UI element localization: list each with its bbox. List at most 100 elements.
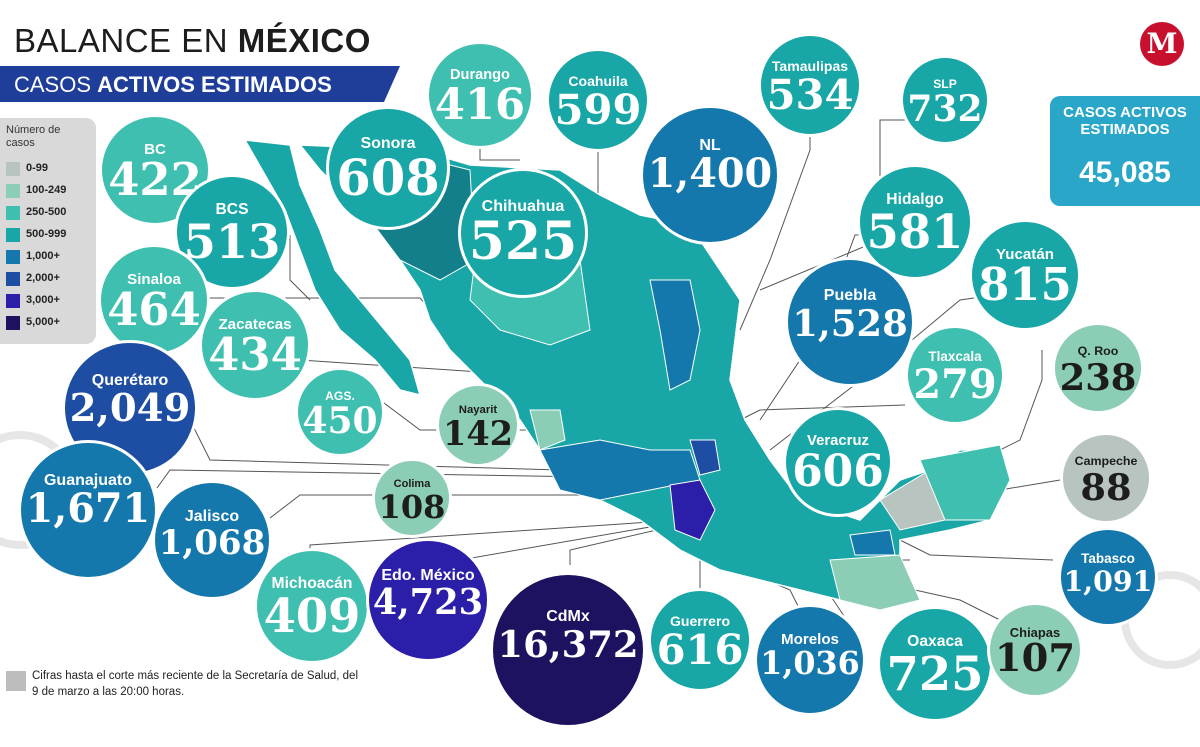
state-bubble: Chiapas 107 — [987, 602, 1083, 698]
region-tabasco — [849, 529, 896, 556]
state-bubble: Morelos 1,036 — [754, 604, 866, 716]
title-plain: BALANCE EN — [14, 22, 229, 59]
state-value: 16,372 — [497, 621, 639, 666]
footnote: Cifras hasta el corte más reciente de la… — [32, 670, 359, 698]
state-name: Michoacán — [271, 575, 353, 593]
state-value: 4,723 — [372, 582, 484, 624]
state-bubble: Veracruz 606 — [783, 407, 893, 517]
state-value: 279 — [913, 360, 997, 408]
title-bold: MÉXICO — [237, 22, 371, 59]
state-bubble: Tlaxcala 279 — [905, 325, 1005, 425]
region-nl — [649, 279, 701, 391]
logo-letter: M — [1146, 27, 1178, 60]
legend-swatch — [6, 272, 20, 286]
state-value: 1,400 — [647, 151, 773, 198]
legend: Número de casos 0-99 100-249 250-500 500-99… — [0, 118, 96, 344]
region-edomex — [669, 479, 716, 541]
state-name: Sonora — [360, 135, 416, 153]
legend-swatch — [6, 294, 20, 308]
state-name: Jalisco — [184, 508, 240, 526]
state-value: 2,049 — [69, 385, 191, 431]
state-bubble: Chihuahua 525 — [458, 168, 588, 298]
state-bubble: Colima 108 — [372, 458, 452, 538]
state-name: NL — [699, 137, 721, 155]
state-bubble: Nayarit 142 — [436, 383, 520, 467]
state-bubble: Hidalgo 581 — [857, 164, 973, 280]
state-name: Tamaulipas — [771, 57, 849, 74]
legend-swatch — [6, 316, 20, 330]
state-bubble: Puebla 1,528 — [785, 257, 915, 387]
state-value: 599 — [554, 84, 642, 134]
page-title: BALANCE EN MÉXICO — [14, 22, 371, 60]
state-value: 108 — [378, 487, 446, 526]
subtitle-plain: CASOS — [14, 72, 92, 97]
legend-swatch — [6, 228, 20, 242]
state-bubble: Zacatecas 434 — [199, 289, 311, 401]
state-name: Veracruz — [807, 433, 869, 450]
state-bubble: Oaxaca 725 — [877, 606, 993, 722]
state-bubble: Durango 416 — [426, 41, 534, 149]
state-value: 732 — [907, 88, 983, 131]
state-value: 464 — [107, 282, 201, 336]
state-name: Durango — [450, 66, 510, 83]
total-value: 45,085 — [1079, 156, 1171, 189]
subtitle: CASOS ACTIVOS ESTIMADOS — [14, 72, 332, 98]
legend-label: 5,000+ — [26, 316, 60, 328]
state-value: 416 — [434, 79, 526, 131]
state-value: 107 — [994, 636, 1076, 682]
state-value: 450 — [302, 400, 378, 443]
state-value: 1,528 — [792, 301, 908, 346]
state-value: 409 — [263, 588, 361, 644]
state-bubble: BC 422 — [99, 114, 211, 226]
state-name: Sinaloa — [127, 270, 181, 288]
state-bubble: AGS. 450 — [295, 367, 385, 457]
state-value: 608 — [336, 148, 440, 208]
state-bubble: Michoacán 409 — [254, 548, 370, 664]
state-name: Campeche — [1074, 454, 1138, 469]
state-bubble: Yucatán 815 — [969, 219, 1081, 331]
state-name: Tlaxcala — [928, 349, 982, 364]
state-value: 1,671 — [25, 486, 151, 533]
state-name: Q. Roo — [1077, 344, 1119, 359]
state-bubble: CdMx 16,372 — [490, 572, 646, 728]
legend-swatch — [6, 250, 20, 264]
baja-peninsula — [243, 139, 422, 397]
state-name: Chihuahua — [481, 198, 565, 216]
state-value: 725 — [886, 646, 984, 702]
legend-label: 500-999 — [26, 228, 67, 240]
state-value: 525 — [468, 211, 578, 273]
state-bubble: Edo. México 4,723 — [366, 538, 490, 662]
state-value: 534 — [766, 69, 854, 119]
state-value: 142 — [442, 412, 514, 453]
legend-label: 1,000+ — [26, 250, 60, 262]
subtitle-bar — [0, 66, 400, 102]
state-bubble: Tamaulipas 534 — [758, 33, 862, 137]
state-name: Chiapas — [1009, 625, 1061, 641]
state-value: 1,036 — [760, 644, 860, 682]
region-queretaro — [689, 439, 721, 476]
state-bubble: Jalisco 1,068 — [152, 480, 272, 600]
region-yucatan — [919, 444, 1011, 521]
state-bubble: Sonora 608 — [326, 106, 450, 230]
legend-label: 100-249 — [26, 184, 67, 196]
state-value: 434 — [208, 327, 302, 381]
state-name: Edo. México — [381, 567, 475, 585]
legend-label: 2,000+ — [26, 272, 60, 284]
state-name: Guerrero — [669, 612, 731, 629]
state-value: 581 — [866, 204, 964, 260]
region-chiapas — [829, 554, 921, 611]
state-value: 606 — [792, 445, 884, 497]
region-nayarit — [529, 409, 566, 451]
state-bubble: Campeche 88 — [1060, 432, 1152, 524]
legend-swatch — [6, 206, 20, 220]
state-bubble: NL 1,400 — [640, 105, 780, 245]
state-name: Guanajuato — [43, 472, 132, 490]
state-value: 238 — [1059, 354, 1137, 399]
state-name: Hidalgo — [886, 191, 944, 209]
state-name: Tabasco — [1081, 551, 1135, 566]
state-bubble: SLP 732 — [900, 55, 990, 145]
state-name: CdMx — [546, 607, 590, 625]
state-bubble: Guerrero 616 — [648, 588, 752, 692]
state-name: Morelos — [781, 630, 839, 648]
